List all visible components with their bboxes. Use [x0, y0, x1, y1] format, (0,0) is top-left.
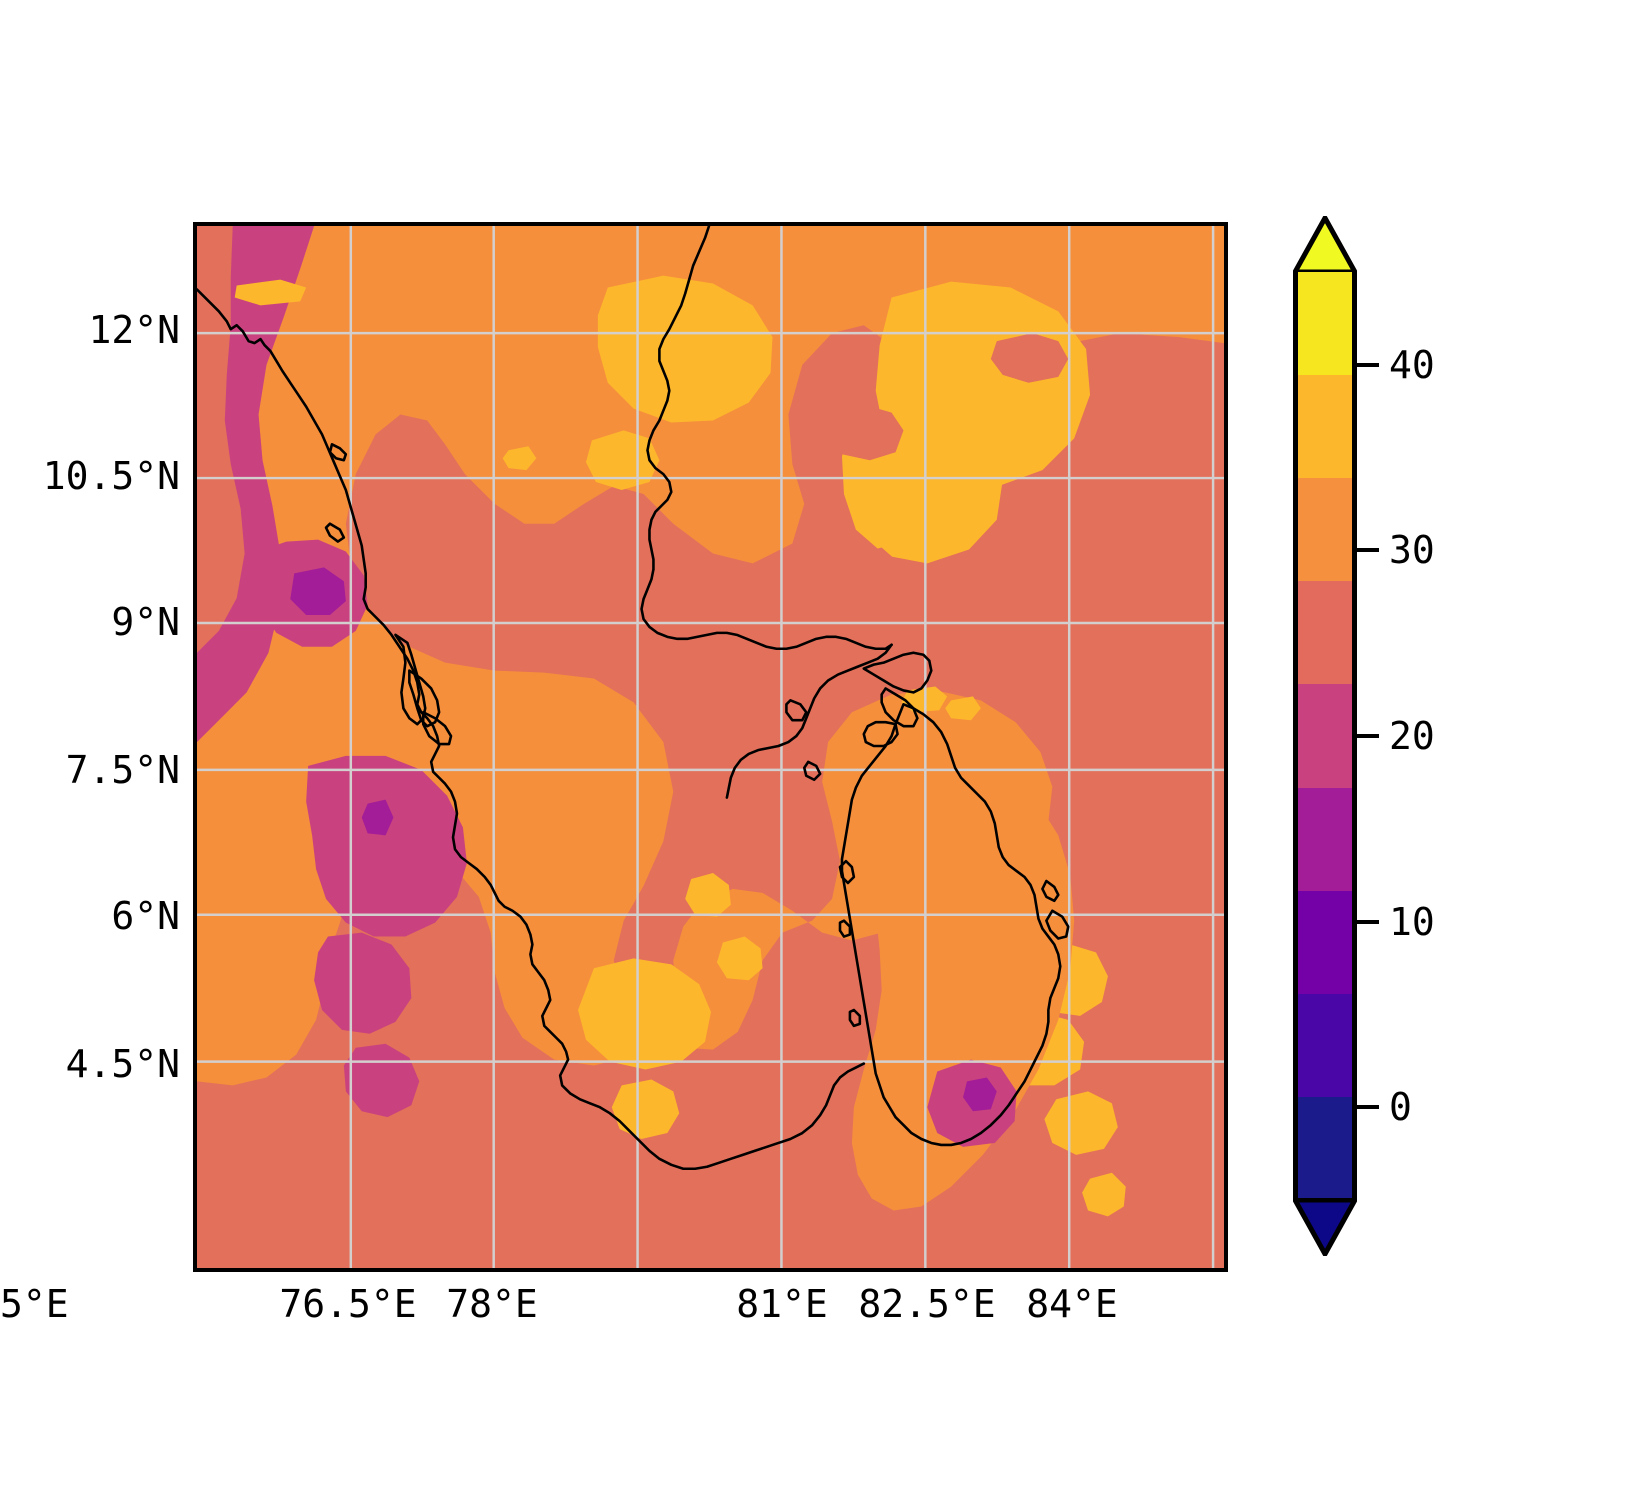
- ytick-label-12N: 12°N: [88, 308, 180, 352]
- field-35-40-tamilnadu-south: [578, 958, 711, 1070]
- temperature-contour-map: [197, 226, 1224, 1268]
- colorbar-band-4: [1298, 684, 1352, 788]
- field-15-20-ghats-spot: [290, 567, 346, 616]
- colorbar-tick-label-10: 10: [1389, 899, 1435, 944]
- ytick-label-6N: 6°N: [111, 894, 180, 938]
- field-20-25-ghats-north: [197, 226, 315, 743]
- colorbar-band-8: [1298, 1096, 1352, 1200]
- coastline-adams-bridge: [862, 651, 933, 694]
- colorbar-band-3: [1298, 581, 1352, 685]
- field-35-40-fleck-2: [502, 446, 537, 471]
- coastline-palk-rameswaram: [725, 643, 893, 799]
- colorbar-under-arrow: [1293, 1198, 1357, 1256]
- xtick-label-81E: 81°E: [736, 1282, 828, 1326]
- coastline-sri-lanka-east-lagoon: [1041, 879, 1060, 903]
- coastline-sri-lanka-lagoon-3: [848, 1008, 862, 1028]
- ytick-label-10.5N: 10.5°N: [42, 454, 180, 498]
- map-plot-area: [193, 222, 1228, 1272]
- colorbar-tick-40: [1357, 362, 1379, 367]
- colorbar-tick-label-40: 40: [1389, 342, 1435, 387]
- ytick-label-7.5N: 7.5°N: [65, 748, 180, 792]
- colorbar-band-1: [1298, 375, 1352, 479]
- coastline-backwater-3: [421, 710, 453, 746]
- colorbar: 0 10 20 30 40: [1293, 216, 1435, 1256]
- colorbar-tick-10: [1357, 919, 1379, 924]
- colorbar-bands: [1293, 272, 1357, 1200]
- coastline-small-island-1: [785, 699, 808, 722]
- coastline-sri-lanka-lagoon-2: [838, 919, 852, 938]
- coastline-small-island-2: [802, 760, 822, 782]
- xtick-label-79.5E: 79.5°E: [0, 1282, 69, 1326]
- colorbar-band-0: [1298, 272, 1352, 376]
- coastline-layer: [197, 226, 1070, 1171]
- field-35-40-nearcoast-strip: [585, 430, 660, 490]
- map-gridlines: [197, 226, 1224, 1268]
- field-35-40-tn-spot4: [716, 936, 763, 981]
- ytick-label-9N: 9°N: [111, 600, 180, 644]
- xtick-label-82.5E: 82.5°E: [858, 1282, 996, 1326]
- coastline-india-east: [640, 226, 893, 651]
- colorbar-tick-label-30: 30: [1389, 528, 1435, 573]
- colorbar-band-2: [1298, 478, 1352, 582]
- coastline-india-west: [197, 288, 866, 1171]
- xtick-label-76.5E: 76.5°E: [279, 1282, 417, 1326]
- field-25-30-pocket-a: [826, 404, 904, 461]
- coastline-sri-lanka: [840, 703, 1062, 1147]
- colorbar-tick-label-0: 0: [1389, 1085, 1412, 1130]
- xtick-label-84E: 84°E: [1026, 1282, 1118, 1326]
- field-35-40-fleck-1: [234, 279, 307, 306]
- xtick-label-78E: 78°E: [446, 1282, 538, 1326]
- coastline-west-islet: [324, 522, 346, 543]
- coastline-bridge-islets: [880, 687, 919, 728]
- field-15-20-srilanka-spot: [963, 1077, 997, 1112]
- coastline-sri-lanka-lagoon-1: [838, 859, 856, 885]
- field-35-40-tn-spot2: [611, 1079, 680, 1139]
- colorbar-tick-20: [1357, 734, 1379, 738]
- colorbar-band-6: [1298, 890, 1352, 994]
- colorbar-band-7: [1298, 993, 1352, 1097]
- colorbar-over-arrow: [1293, 216, 1357, 274]
- colorbar-tick-0: [1357, 1105, 1379, 1110]
- colorbar-tick-30: [1357, 548, 1379, 553]
- field-30-35-srilanka: [851, 773, 1075, 1211]
- field-35-40-tn-spot3: [685, 873, 731, 917]
- colorbar-band-5: [1298, 787, 1352, 891]
- coastline-backwater-2: [408, 669, 441, 728]
- field-15-20-mid-spot: [361, 799, 394, 836]
- field-35-40-fleck-4: [945, 696, 981, 721]
- field-25-30-pocket-d: [657, 684, 719, 731]
- field-20-25-ghats-south: [314, 932, 412, 1034]
- field-35-40-interior-north: [597, 275, 773, 423]
- coastline-sri-lanka-jaffna: [862, 720, 899, 748]
- field-35-40-srilanka-east5: [1082, 1172, 1126, 1217]
- coastline-sri-lanka-batticaloa: [1045, 909, 1070, 940]
- coastline-west-lagoon: [328, 443, 348, 462]
- field-25-30-pocket-b: [849, 547, 898, 592]
- colorbar-tick-label-20: 20: [1389, 714, 1435, 758]
- field-20-25-ghats-mid: [306, 755, 467, 937]
- field-25-30-pocket-c: [990, 333, 1069, 383]
- ytick-label-4.5N: 4.5°N: [65, 1042, 180, 1086]
- field-35-40-srilanka-east3: [1044, 1091, 1118, 1155]
- coastline-kerala-backwater: [394, 633, 427, 726]
